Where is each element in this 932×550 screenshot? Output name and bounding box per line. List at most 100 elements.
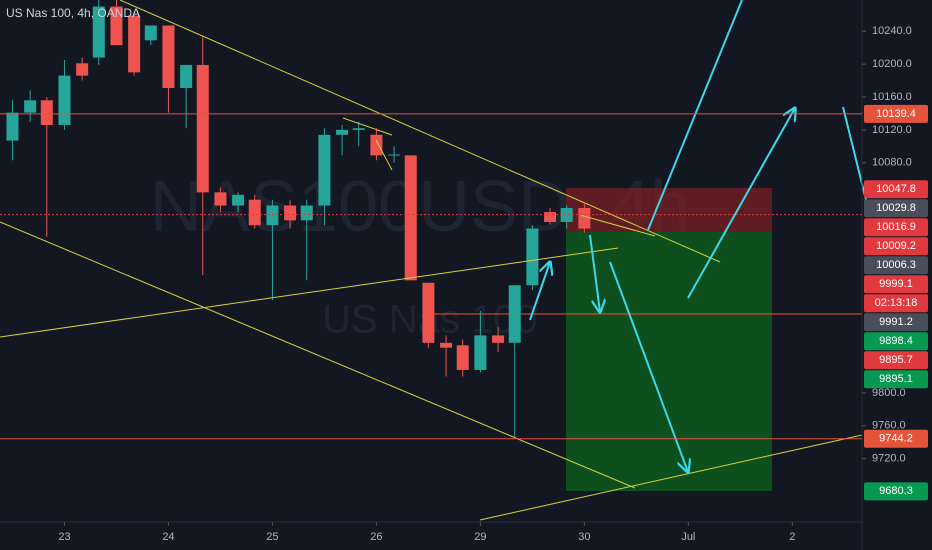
candle-body	[76, 63, 89, 76]
price-label: 9895.1	[879, 373, 913, 385]
x-tick-label: 2	[789, 531, 795, 543]
drawings	[0, 0, 867, 521]
candle-body	[180, 64, 193, 88]
x-tick-label: 24	[162, 531, 174, 543]
x-tick-label: 23	[58, 531, 70, 543]
price-label: 10139.4	[876, 108, 916, 120]
candle-body	[300, 205, 313, 221]
trendline	[119, 0, 721, 263]
y-tick-label: 10200.0	[872, 58, 912, 70]
arrow	[687, 108, 795, 299]
candle-body	[318, 134, 331, 206]
price-label: 10009.2	[876, 240, 916, 252]
trendline	[375, 139, 393, 171]
price-label-bg	[864, 237, 928, 256]
price-label: 9895.7	[879, 354, 913, 366]
candle-body	[266, 205, 279, 226]
candle-body	[232, 194, 245, 206]
background: NAS100USD, 4h US Nas 100	[150, 167, 862, 491]
price-label-bg	[864, 351, 928, 370]
arrow	[529, 262, 550, 321]
price-label-bg	[864, 256, 928, 275]
price-label: 10047.8	[876, 183, 916, 195]
x-tick-label: 30	[578, 531, 590, 543]
candle-body	[456, 345, 469, 370]
candle-body	[370, 134, 383, 156]
y-tick-label: 10160.0	[872, 91, 912, 103]
y-tick-label: 10240.0	[872, 25, 912, 37]
candle-body	[24, 100, 37, 113]
candle-body	[196, 64, 209, 193]
candle-body	[6, 112, 19, 141]
y-tick-label: 10120.0	[872, 124, 912, 136]
candle-body	[352, 128, 365, 130]
candle-body	[440, 342, 453, 348]
candle-body	[474, 335, 487, 370]
price-label: 9898.4	[879, 335, 913, 347]
candle-body	[144, 25, 157, 41]
trendline	[0, 221, 636, 489]
y-tick-label: 10080.0	[872, 157, 912, 169]
price-label-bg	[864, 332, 928, 351]
x-tick-label: 26	[370, 531, 382, 543]
candle-body	[214, 192, 227, 206]
arrow	[647, 0, 743, 231]
candle-body	[404, 155, 417, 281]
price-label-bg	[864, 180, 928, 199]
candle-body	[544, 212, 557, 222]
price-label-bg	[864, 429, 928, 448]
price-label-bg	[864, 482, 928, 501]
candle-body	[492, 335, 505, 343]
price-label-bg	[864, 199, 928, 218]
x-tick-label: 29	[474, 531, 486, 543]
trendline	[479, 434, 863, 521]
candle-body	[58, 75, 71, 125]
candles	[6, 0, 591, 438]
candle-body	[526, 228, 539, 286]
price-label-bg	[864, 218, 928, 237]
price-label: 10016.9	[876, 221, 916, 233]
candle-body	[128, 15, 141, 73]
arrow	[842, 106, 867, 201]
candle-body	[248, 199, 261, 226]
trendline	[0, 247, 619, 338]
price-label: 9991.2	[879, 316, 913, 328]
candle-body	[162, 25, 175, 88]
candle-body	[284, 205, 297, 221]
countdown-label: 02:13:18	[875, 297, 918, 309]
price-label-bg	[864, 370, 928, 389]
target-zone	[566, 232, 772, 491]
trendline	[342, 117, 393, 136]
candle-body	[388, 154, 401, 156]
y-tick-label: 9760.0	[872, 420, 906, 432]
axes: 10240.0 10200.0 10160.0 10120.0 10080.0 9800.…	[0, 0, 912, 550]
candle-body	[578, 207, 591, 229]
trendline	[579, 214, 656, 237]
candle-body	[336, 129, 349, 135]
y-tick-label: 9720.0	[872, 453, 906, 465]
arrow	[589, 234, 600, 312]
price-label: 9680.3	[879, 485, 913, 497]
x-tick-label: 25	[266, 531, 278, 543]
countdown-label-bg	[864, 294, 928, 313]
candle-body	[422, 282, 435, 343]
arrow	[609, 261, 688, 472]
candle-body	[92, 6, 105, 58]
price-label-bg	[864, 313, 928, 332]
price-label: 10029.8	[876, 202, 916, 214]
x-tick-label: Jul	[681, 531, 695, 543]
candle-body	[110, 6, 123, 46]
price-label: 9744.2	[879, 433, 913, 445]
price-label-bg	[864, 104, 928, 123]
price-label: 9999.1	[879, 278, 913, 290]
candle-body	[40, 100, 53, 125]
candle-body	[560, 207, 573, 222]
chart-header: US Nas 100, 4h, OANDA	[6, 6, 140, 20]
candle-body	[508, 285, 521, 343]
price-label: 10006.3	[876, 259, 916, 271]
y-tick-label: 9800.0	[872, 387, 906, 399]
price-label-bg	[864, 275, 928, 294]
stop-zone	[566, 188, 772, 232]
